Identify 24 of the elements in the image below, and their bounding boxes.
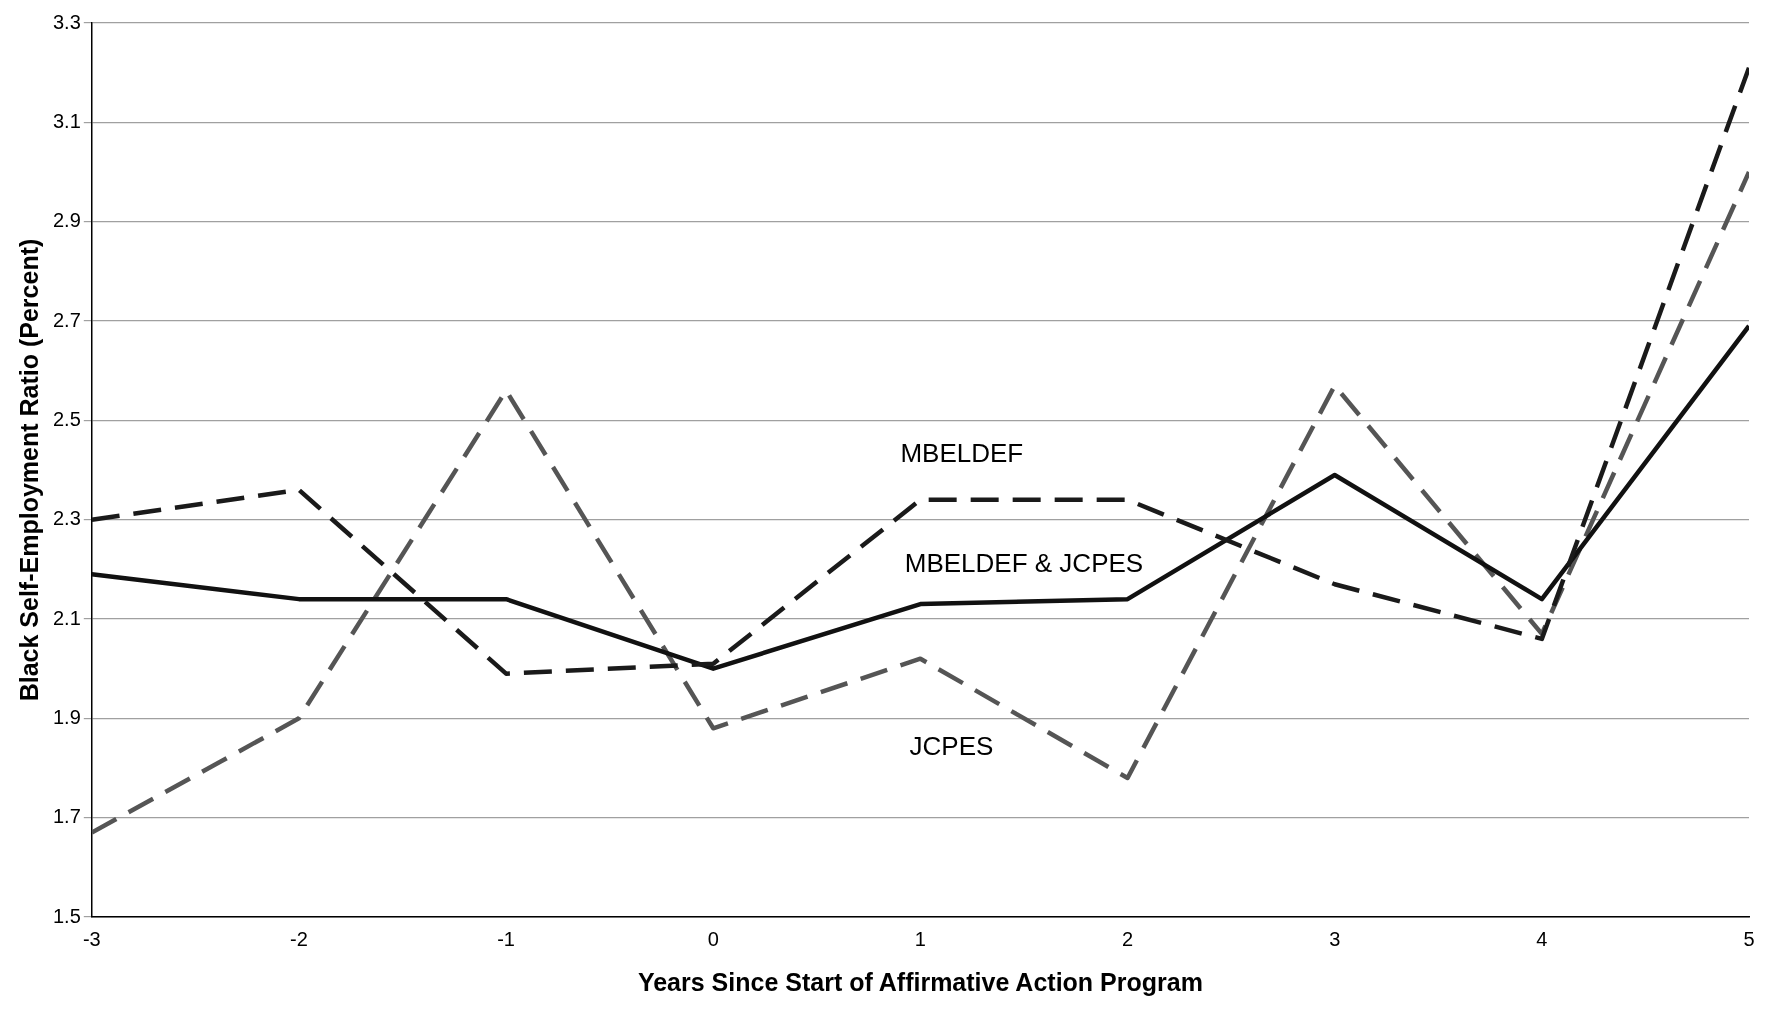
series-label: MBELDEF — [900, 438, 1024, 469]
x-tick-label: 1 — [914, 927, 926, 950]
x-tick-label: 4 — [1536, 927, 1548, 950]
x-axis-title: Years Since Start of Affirmative Action Program — [637, 967, 1203, 996]
series-label: MBELDEF & JCPES — [904, 547, 1144, 578]
x-tick-label: 5 — [1743, 927, 1755, 950]
y-tick-label: 2.7 — [52, 308, 81, 331]
x-tick-label: -1 — [497, 927, 515, 950]
y-tick-label: 1.5 — [52, 904, 81, 927]
x-tick-label: 2 — [1121, 927, 1134, 950]
y-tick-label: 2.3 — [52, 507, 81, 530]
x-tick-label: 0 — [707, 927, 719, 950]
x-tick-label: -2 — [290, 927, 308, 950]
y-tick-label: 2.5 — [52, 407, 81, 430]
x-tick-label: 3 — [1329, 927, 1341, 950]
y-axis-title: Black Self-Employment Ratio (Percent) — [14, 238, 43, 702]
y-tick-label: 3.3 — [52, 10, 81, 33]
y-tick-label: 2.9 — [52, 209, 81, 232]
series-label: JCPES — [909, 731, 994, 762]
y-tick-label: 1.7 — [52, 805, 81, 828]
y-tick-label: 2.1 — [52, 606, 81, 629]
y-tick-label: 1.9 — [52, 705, 81, 728]
y-tick-label: 3.1 — [52, 109, 81, 132]
x-tick-label: -3 — [82, 927, 101, 950]
